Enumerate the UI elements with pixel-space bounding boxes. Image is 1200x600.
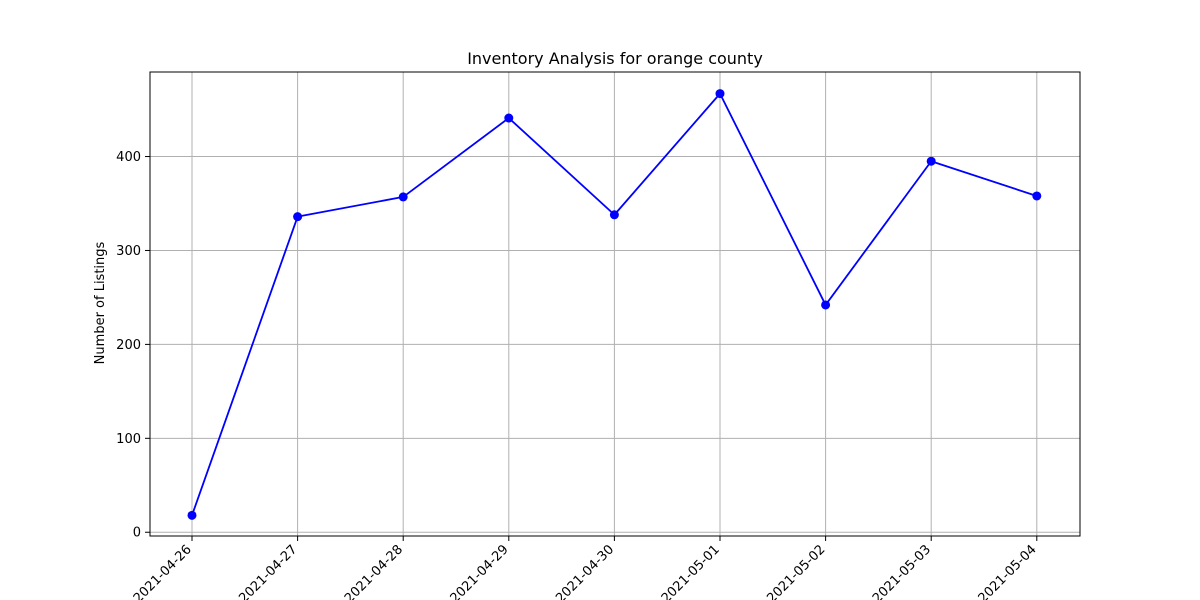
y-tick-label: 200 [116, 338, 141, 353]
data-point [715, 89, 725, 99]
y-tick-label: 0 [133, 526, 141, 541]
data-point [187, 510, 197, 520]
y-axis-label: Number of Listings [93, 241, 108, 364]
x-tick-label: 2021-05-02 [764, 542, 828, 600]
grid-lines [150, 72, 1080, 536]
y-tick-label: 400 [116, 150, 141, 165]
data-point [609, 210, 619, 220]
x-tick-label: 2021-04-30 [553, 542, 617, 600]
data-point [504, 113, 514, 123]
x-tick-label: 2021-05-01 [659, 542, 723, 600]
data-point [293, 212, 303, 222]
y-tick-label: 100 [116, 432, 141, 447]
data-point [926, 156, 936, 166]
x-tick-label: 2021-04-26 [131, 542, 195, 600]
x-tick-label: 2021-04-29 [448, 542, 512, 600]
x-tick-label: 2021-04-28 [342, 542, 406, 600]
y-tick-label: 300 [116, 244, 141, 259]
data-series [187, 89, 1042, 520]
data-point [398, 192, 408, 202]
chart-title: Inventory Analysis for orange county [467, 49, 763, 68]
data-point [821, 300, 831, 310]
x-tick-label: 2021-05-03 [870, 542, 934, 600]
data-point [1032, 191, 1042, 201]
plot-area-frame [149, 71, 1081, 537]
x-tick-label: 2021-04-27 [236, 542, 300, 600]
x-tick-label: 2021-05-04 [976, 542, 1040, 600]
